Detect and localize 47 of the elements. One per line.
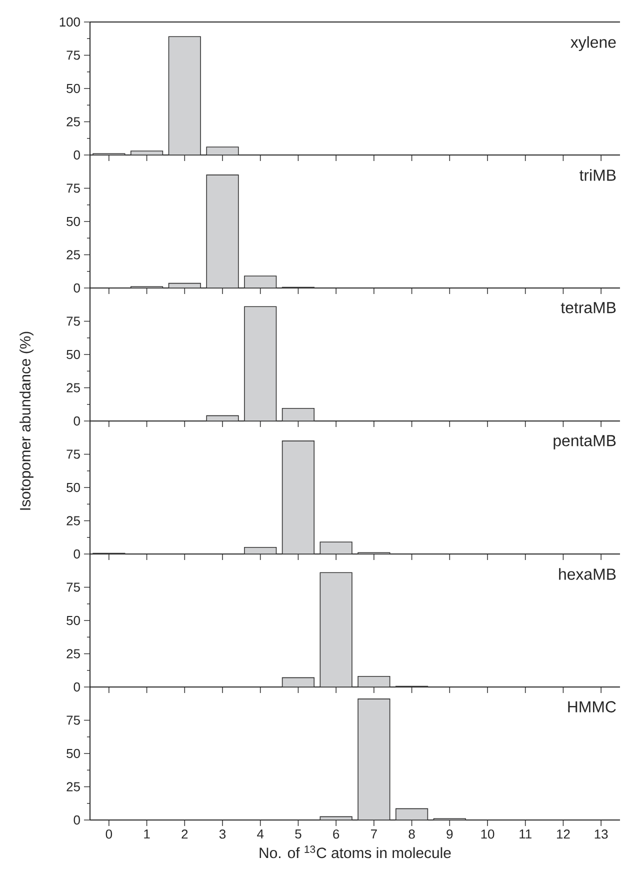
y-axis-title: Isotopomer abundance (%) [20, 332, 34, 510]
annotation: HMMC [568, 701, 616, 712]
y-tick-label: 25 [66, 117, 80, 126]
x-tick-label: 3 [219, 830, 226, 839]
y-tick-label: 0 [74, 682, 80, 692]
x-tick-label: 6 [333, 830, 340, 839]
annotation: pentaMB [554, 435, 616, 450]
y-tick-label: 75 [66, 184, 80, 193]
y-tick-label: 25 [66, 383, 80, 392]
x-tick-label: 8 [408, 830, 415, 839]
x-tick-label: 0 [106, 830, 112, 839]
annotation: tetraMB [560, 302, 616, 314]
y-tick-label: 0 [74, 150, 80, 160]
y-tick-label: 50 [66, 350, 80, 360]
y-tick-label: 0 [74, 283, 80, 293]
x-tick-label: 1 [144, 830, 150, 838]
y-tick-label: 75 [66, 316, 80, 326]
y-tick-label: 50 [66, 84, 80, 94]
x-tick-label: 4 [257, 830, 264, 838]
y-tick-label: 75 [66, 582, 80, 592]
y-tick-label: 25 [66, 782, 80, 792]
y-tick-label: 0 [74, 416, 80, 426]
y-tick-label: 75 [66, 716, 80, 725]
x-tick-label: 5 [295, 830, 302, 839]
x-tick-label: 9 [446, 830, 453, 839]
y-tick-label: 100 [60, 17, 80, 27]
x-tick-label: 13 [594, 830, 608, 839]
x-tick-label: 7 [371, 830, 377, 838]
annotation: triMB [580, 169, 616, 181]
annotation: xylene [570, 36, 616, 52]
y-tick-label: 75 [66, 50, 80, 60]
y-tick-label: 50 [66, 482, 80, 492]
annotation: hexaMB [559, 568, 616, 580]
x-tick-label: 12 [556, 830, 570, 839]
y-tick-label: 50 [66, 748, 80, 758]
x-tick-label: 10 [481, 830, 494, 839]
y-tick-label: 0 [74, 549, 80, 559]
y-tick-label: 25 [66, 649, 80, 658]
y-tick-label: 50 [66, 616, 80, 626]
y-tick-label: 50 [66, 216, 80, 226]
x-axis-title: No. of $^{13}$C atoms in molecule [260, 846, 451, 858]
y-tick-label: 25 [66, 250, 80, 260]
y-tick-label: 25 [66, 516, 80, 526]
y-tick-label: 0 [74, 815, 80, 825]
y-tick-label: 75 [66, 450, 80, 459]
x-tick-label: 11 [520, 830, 532, 838]
x-tick-label: 2 [182, 830, 188, 839]
